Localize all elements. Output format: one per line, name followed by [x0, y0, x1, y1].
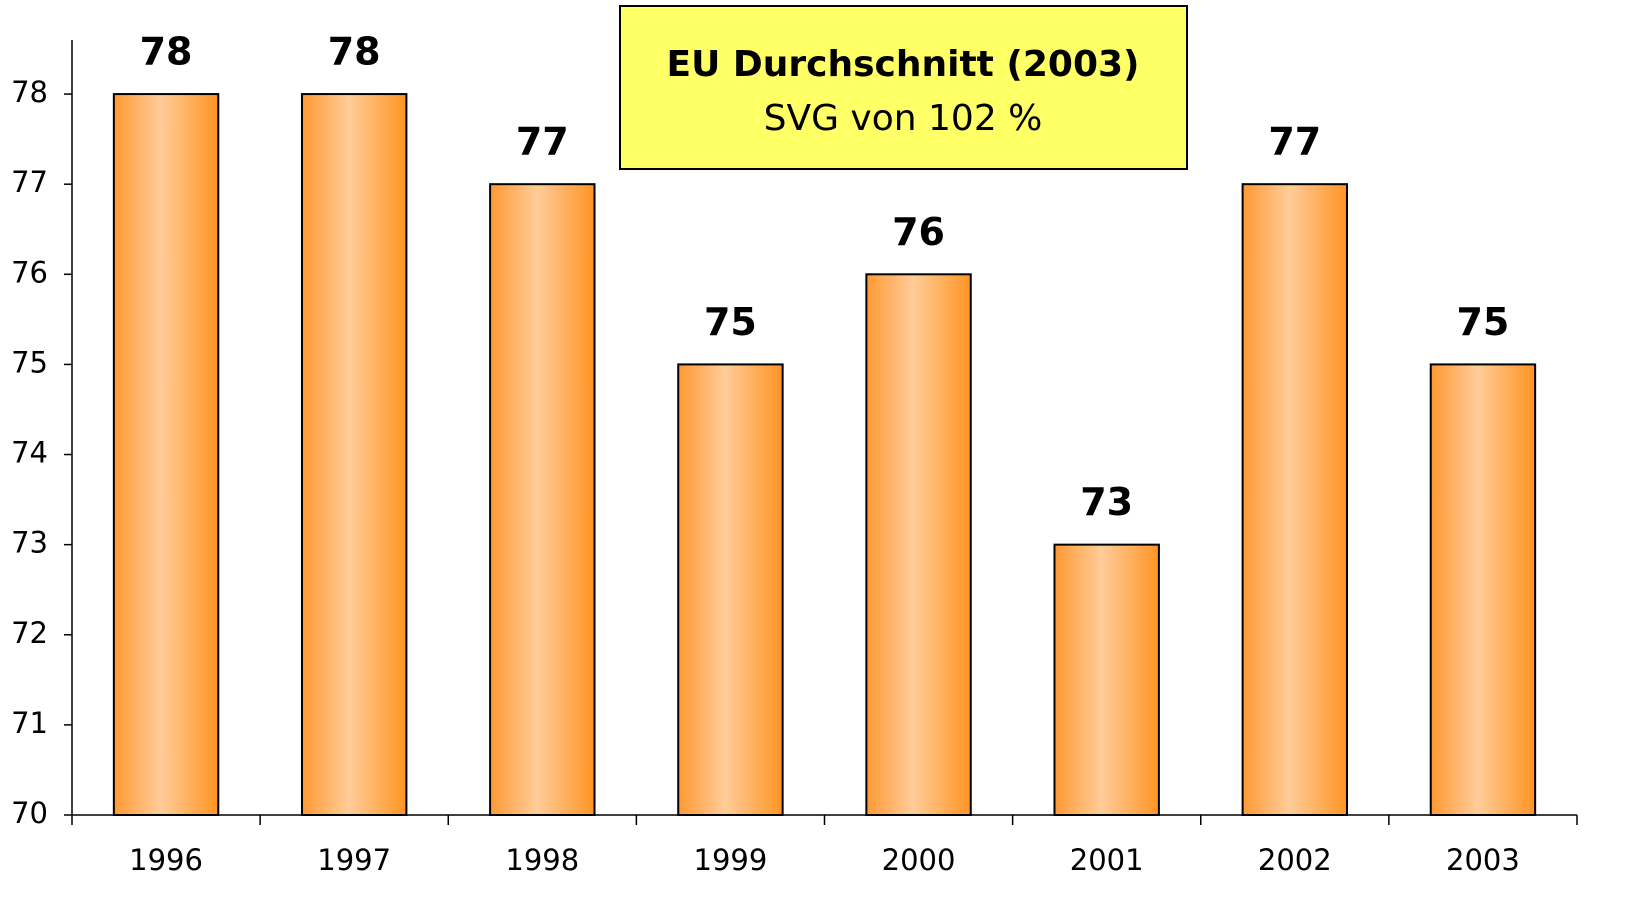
data-label: 73	[1080, 480, 1133, 524]
data-label: 77	[516, 120, 569, 164]
data-label: 75	[704, 300, 757, 344]
x-tick-label: 2001	[1070, 843, 1144, 877]
annotation-box	[620, 6, 1187, 169]
y-tick-label: 71	[11, 706, 48, 740]
page: 70 71 72 73 74 75 76 77 78 1996 78 1997 78 1998 77 1999…	[0, 0, 1643, 918]
y-tick-label: 70	[11, 796, 48, 830]
bar	[866, 274, 970, 815]
bar	[302, 94, 406, 815]
chart: 70 71 72 73 74 75 76 77 78 1996 78 1997 78 1998 77 1999…	[0, 0, 1643, 918]
data-label: 78	[328, 30, 381, 74]
y-tick-label: 72	[11, 616, 48, 650]
data-label: 75	[1456, 300, 1509, 344]
bar	[1431, 364, 1535, 815]
bar	[1243, 184, 1347, 815]
y-tick-label: 75	[11, 345, 48, 379]
x-tick-label: 1998	[505, 843, 579, 877]
y-tick-label: 77	[11, 165, 48, 199]
y-tick-label: 73	[11, 526, 48, 560]
x-tick-label: 1997	[317, 843, 391, 877]
x-tick-label: 2002	[1258, 843, 1332, 877]
x-tick-label: 2000	[882, 843, 956, 877]
data-label: 77	[1268, 120, 1321, 164]
x-tick-label: 2003	[1446, 843, 1520, 877]
y-tick-label: 74	[11, 436, 48, 470]
bar	[1054, 545, 1158, 815]
x-tick-label: 1999	[694, 843, 768, 877]
y-tick-label: 78	[11, 75, 48, 109]
annotation-text: SVG von 102 %	[764, 98, 1043, 139]
bar	[678, 364, 782, 815]
data-label: 76	[892, 210, 945, 254]
bar	[490, 184, 594, 815]
y-tick-label: 76	[11, 255, 48, 289]
bar	[114, 94, 218, 815]
x-tick-label: 1996	[129, 843, 203, 877]
data-label: 78	[140, 30, 193, 74]
annotation-title: EU Durchschnitt (2003)	[666, 44, 1139, 85]
